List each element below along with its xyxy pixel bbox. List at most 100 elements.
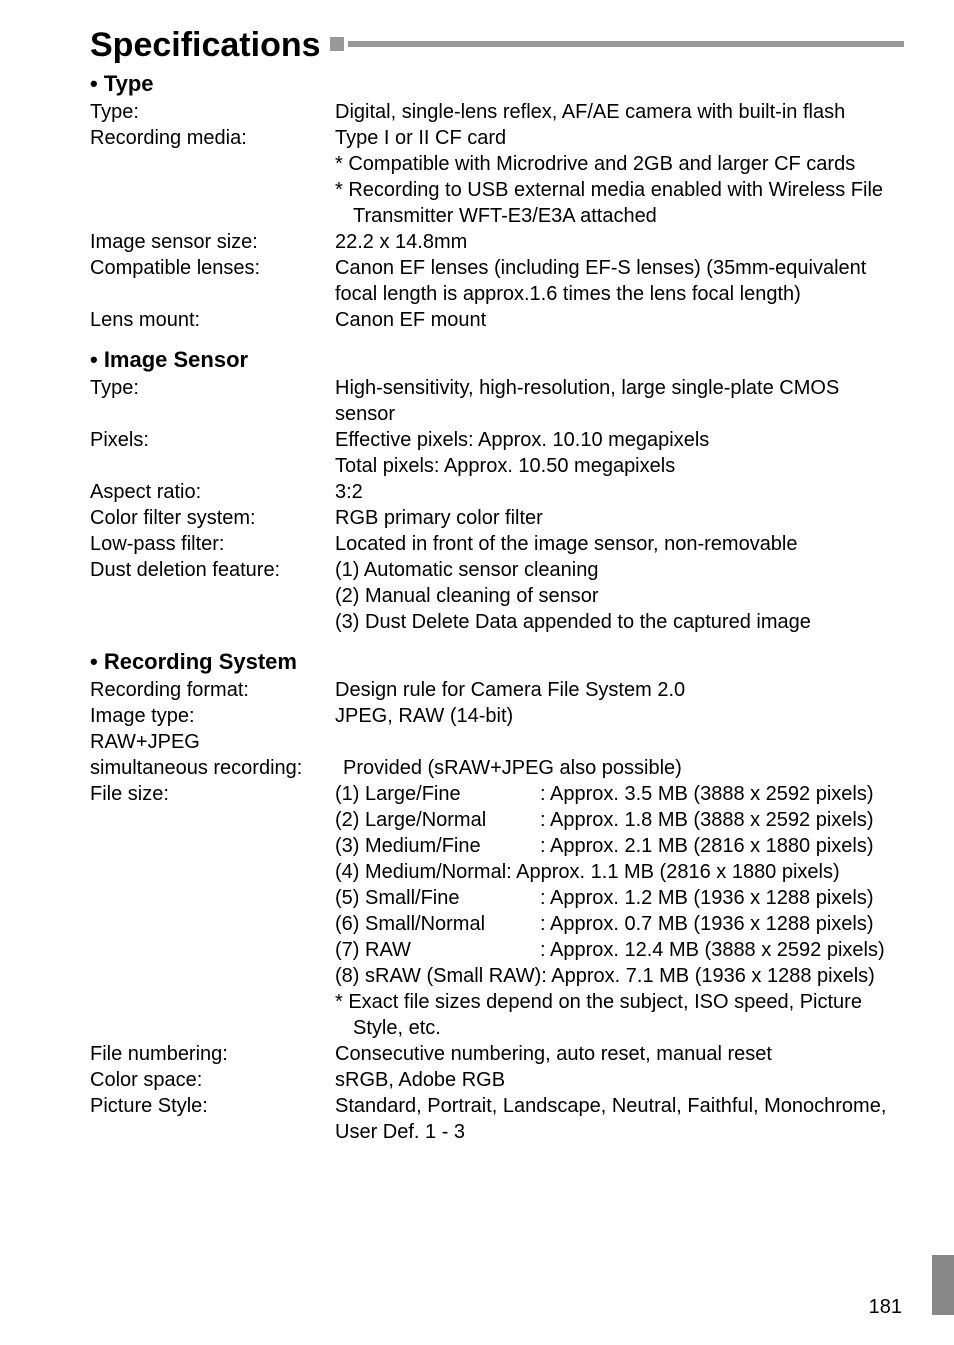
spec-row-compatible-lenses: Compatible lenses: Canon EF lenses (incl… bbox=[90, 255, 904, 307]
spec-label: simultaneous recording: bbox=[90, 755, 343, 781]
spec-row-recording-media: Recording media: Type I or II CF card bbox=[90, 125, 904, 151]
side-tab bbox=[932, 1255, 954, 1315]
file-size-value: : Approx. 1.8 MB (3888 x 2592 pixels) bbox=[540, 807, 904, 833]
spec-label: Image sensor size: bbox=[90, 229, 335, 255]
spec-value: Canon EF lenses (including EF-S lenses) … bbox=[335, 255, 904, 307]
spec-label: Color filter system: bbox=[90, 505, 335, 531]
title-rule-line bbox=[348, 41, 904, 47]
file-size-name: (2) Large/Normal bbox=[335, 807, 540, 833]
spec-value: RGB primary color filter bbox=[335, 505, 904, 531]
spec-row-image-type: Image type: JPEG, RAW (14-bit) bbox=[90, 703, 904, 729]
spec-row-dust-deletion: Dust deletion feature: (1) Automatic sen… bbox=[90, 557, 904, 583]
spec-row-sensor-type: Type: High-sensitivity, high-resolution,… bbox=[90, 375, 904, 427]
file-size-name: (5) Small/Fine bbox=[335, 885, 540, 911]
spec-label: Pixels: bbox=[90, 427, 335, 453]
spec-row-aspect-ratio: Aspect ratio: 3:2 bbox=[90, 479, 904, 505]
spec-value: Canon EF mount bbox=[335, 307, 904, 333]
file-size-value: : Approx. 3.5 MB (3888 x 2592 pixels) bbox=[540, 781, 904, 807]
spec-value: 22.2 x 14.8mm bbox=[335, 229, 904, 255]
spec-label: Aspect ratio: bbox=[90, 479, 335, 505]
spec-label-empty bbox=[90, 583, 335, 609]
spec-value: (3) Dust Delete Data appended to the cap… bbox=[335, 609, 904, 635]
spec-label-empty bbox=[90, 151, 335, 177]
spec-label: Type: bbox=[90, 375, 335, 427]
spec-value: Provided (sRAW+JPEG also possible) bbox=[343, 755, 904, 781]
spec-value: (1) Automatic sensor cleaning bbox=[335, 557, 904, 583]
file-size-row-7: (7) RAW : Approx. 12.4 MB (3888 x 2592 p… bbox=[90, 937, 904, 963]
spec-value: Total pixels: Approx. 10.50 megapixels bbox=[335, 453, 904, 479]
spec-label: Lens mount: bbox=[90, 307, 335, 333]
spec-row-color-filter: Color filter system: RGB primary color f… bbox=[90, 505, 904, 531]
page-number: 181 bbox=[869, 1296, 902, 1319]
section-type-heading: • Type bbox=[90, 71, 904, 97]
spec-label: Compatible lenses: bbox=[90, 255, 335, 307]
spec-row-file-size-note: * Exact file sizes depend on the subject… bbox=[90, 989, 904, 1041]
file-size-value: : Approx. 1.2 MB (1936 x 1288 pixels) bbox=[540, 885, 904, 911]
file-size-value: : Approx. 0.7 MB (1936 x 1288 pixels) bbox=[540, 911, 904, 937]
spec-label: Recording media: bbox=[90, 125, 335, 151]
spec-row-dust2: (2) Manual cleaning of sensor bbox=[90, 583, 904, 609]
file-size-row-2: (2) Large/Normal : Approx. 1.8 MB (3888 … bbox=[90, 807, 904, 833]
spec-label: Picture Style: bbox=[90, 1093, 335, 1145]
file-size-row-3: (3) Medium/Fine : Approx. 2.1 MB (2816 x… bbox=[90, 833, 904, 859]
section-recording-system-heading: • Recording System bbox=[90, 649, 904, 675]
spec-row-pixels2: Total pixels: Approx. 10.50 megapixels bbox=[90, 453, 904, 479]
spec-label-empty bbox=[90, 859, 335, 885]
spec-label: File size: bbox=[90, 781, 335, 807]
spec-label: Dust deletion feature: bbox=[90, 557, 335, 583]
spec-note: * Compatible with Microdrive and 2GB and… bbox=[335, 151, 904, 177]
section-image-sensor-heading: • Image Sensor bbox=[90, 347, 904, 373]
spec-row-lens-mount: Lens mount: Canon EF mount bbox=[90, 307, 904, 333]
spec-value: sRGB, Adobe RGB bbox=[335, 1067, 904, 1093]
spec-row-note: * Compatible with Microdrive and 2GB and… bbox=[90, 151, 904, 177]
spec-row-type: Type: Digital, single-lens reflex, AF/AE… bbox=[90, 99, 904, 125]
spec-value: Consecutive numbering, auto reset, manua… bbox=[335, 1041, 904, 1067]
spec-row-recording-format: Recording format: Design rule for Camera… bbox=[90, 677, 904, 703]
spec-row-note: * Recording to USB external media enable… bbox=[90, 177, 904, 229]
file-size-full: (4) Medium/Normal: Approx. 1.1 MB (2816 … bbox=[335, 859, 840, 885]
spec-row-simultaneous: simultaneous recording: Provided (sRAW+J… bbox=[90, 755, 904, 781]
file-size-name: (1) Large/Fine bbox=[335, 781, 540, 807]
file-size-value: : Approx. 12.4 MB (3888 x 2592 pixels) bbox=[540, 937, 904, 963]
spec-row-low-pass: Low-pass filter: Located in front of the… bbox=[90, 531, 904, 557]
file-size-name: (6) Small/Normal bbox=[335, 911, 540, 937]
spec-value: Standard, Portrait, Landscape, Neutral, … bbox=[335, 1093, 904, 1145]
spec-value-empty bbox=[335, 729, 904, 755]
spec-value: (2) Manual cleaning of sensor bbox=[335, 583, 904, 609]
file-size-name: (7) RAW bbox=[335, 937, 540, 963]
spec-note: * Recording to USB external media enable… bbox=[335, 177, 904, 229]
file-size-row-5: (5) Small/Fine : Approx. 1.2 MB (1936 x … bbox=[90, 885, 904, 911]
file-size-value: : Approx. 2.1 MB (2816 x 1880 pixels) bbox=[540, 833, 904, 859]
file-size-row-1: File size: (1) Large/Fine : Approx. 3.5 … bbox=[90, 781, 904, 807]
spec-label-empty bbox=[90, 807, 335, 833]
spec-value: Design rule for Camera File System 2.0 bbox=[335, 677, 904, 703]
spec-label-empty bbox=[90, 833, 335, 859]
file-size-row-4: (4) Medium/Normal: Approx. 1.1 MB (2816 … bbox=[90, 859, 904, 885]
spec-row-dust3: (3) Dust Delete Data appended to the cap… bbox=[90, 609, 904, 635]
spec-value: JPEG, RAW (14-bit) bbox=[335, 703, 904, 729]
spec-row-pixels: Pixels: Effective pixels: Approx. 10.10 … bbox=[90, 427, 904, 453]
spec-label-empty bbox=[90, 453, 335, 479]
spec-label: Image type: bbox=[90, 703, 335, 729]
spec-label-empty bbox=[90, 177, 335, 229]
spec-note: * Exact file sizes depend on the subject… bbox=[335, 989, 904, 1041]
spec-label-empty bbox=[90, 911, 335, 937]
spec-label-empty bbox=[90, 989, 335, 1041]
spec-label-empty bbox=[90, 885, 335, 911]
spec-row-file-numbering: File numbering: Consecutive numbering, a… bbox=[90, 1041, 904, 1067]
file-size-full: (8) sRAW (Small RAW): Approx. 7.1 MB (19… bbox=[335, 963, 875, 989]
spec-value: 3:2 bbox=[335, 479, 904, 505]
file-size-name: (3) Medium/Fine bbox=[335, 833, 540, 859]
title-rule-box bbox=[330, 37, 344, 51]
spec-value: Type I or II CF card bbox=[335, 125, 904, 151]
spec-label: RAW+JPEG bbox=[90, 729, 335, 755]
spec-row-raw-jpeg: RAW+JPEG bbox=[90, 729, 904, 755]
title-rule bbox=[330, 37, 904, 51]
spec-value: Digital, single-lens reflex, AF/AE camer… bbox=[335, 99, 904, 125]
spec-label: Type: bbox=[90, 99, 335, 125]
spec-row-color-space: Color space: sRGB, Adobe RGB bbox=[90, 1067, 904, 1093]
spec-label: Recording format: bbox=[90, 677, 335, 703]
spec-label: File numbering: bbox=[90, 1041, 335, 1067]
spec-label-empty bbox=[90, 609, 335, 635]
spec-label-empty bbox=[90, 937, 335, 963]
